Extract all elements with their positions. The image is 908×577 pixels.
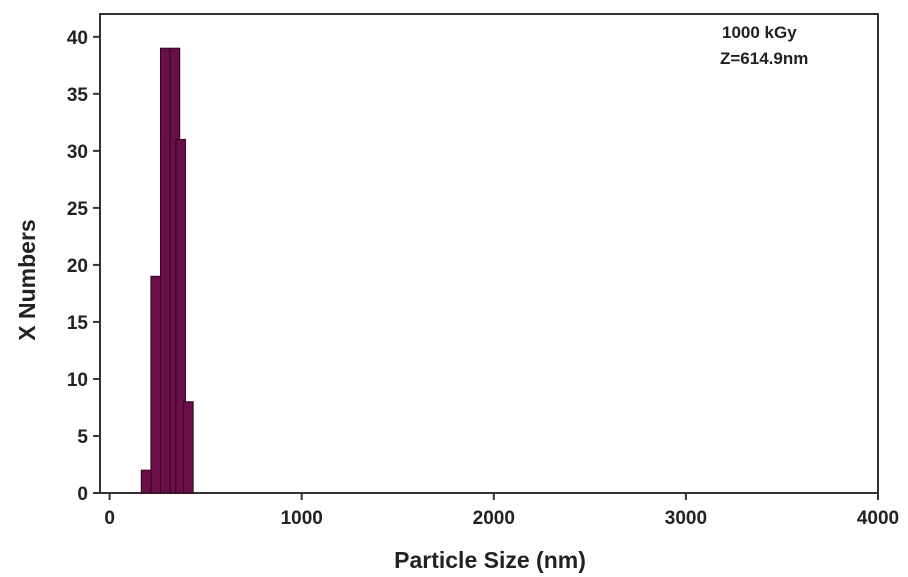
y-tick-label: 30 <box>67 142 88 163</box>
y-tick-label: 10 <box>67 370 88 391</box>
y-tick-label: 15 <box>67 313 89 334</box>
y-tick-label: 0 <box>77 484 88 505</box>
x-tick-label: 0 <box>104 508 115 529</box>
y-axis-ticks: 0 5 10 15 20 25 30 35 40 <box>67 28 100 505</box>
y-tick-label: 25 <box>67 199 89 220</box>
histogram-bar <box>150 275 162 494</box>
y-tick-label: 20 <box>67 256 88 277</box>
bars-group <box>140 47 194 494</box>
x-tick-label: 4000 <box>857 508 899 529</box>
histogram-bar <box>140 469 152 494</box>
annotation-z-average: Z=614.9nm <box>720 49 808 68</box>
y-tick-label: 5 <box>77 427 88 448</box>
histogram-bar <box>183 401 194 494</box>
y-tick-label: 40 <box>67 28 88 49</box>
histogram-bar <box>175 138 186 494</box>
x-tick-label: 1000 <box>281 508 323 529</box>
plot-frame <box>99 13 879 494</box>
x-axis-title: Particle Size (nm) <box>394 547 586 573</box>
annotation-dose: 1000 kGy <box>722 23 797 42</box>
y-tick-label: 35 <box>67 85 89 106</box>
x-tick-label: 3000 <box>665 508 707 529</box>
y-axis-title: X Numbers <box>14 219 40 340</box>
x-axis-ticks: 0 1000 2000 3000 4000 <box>104 493 899 529</box>
histogram-bar <box>160 47 171 494</box>
x-tick-label: 2000 <box>473 508 515 529</box>
